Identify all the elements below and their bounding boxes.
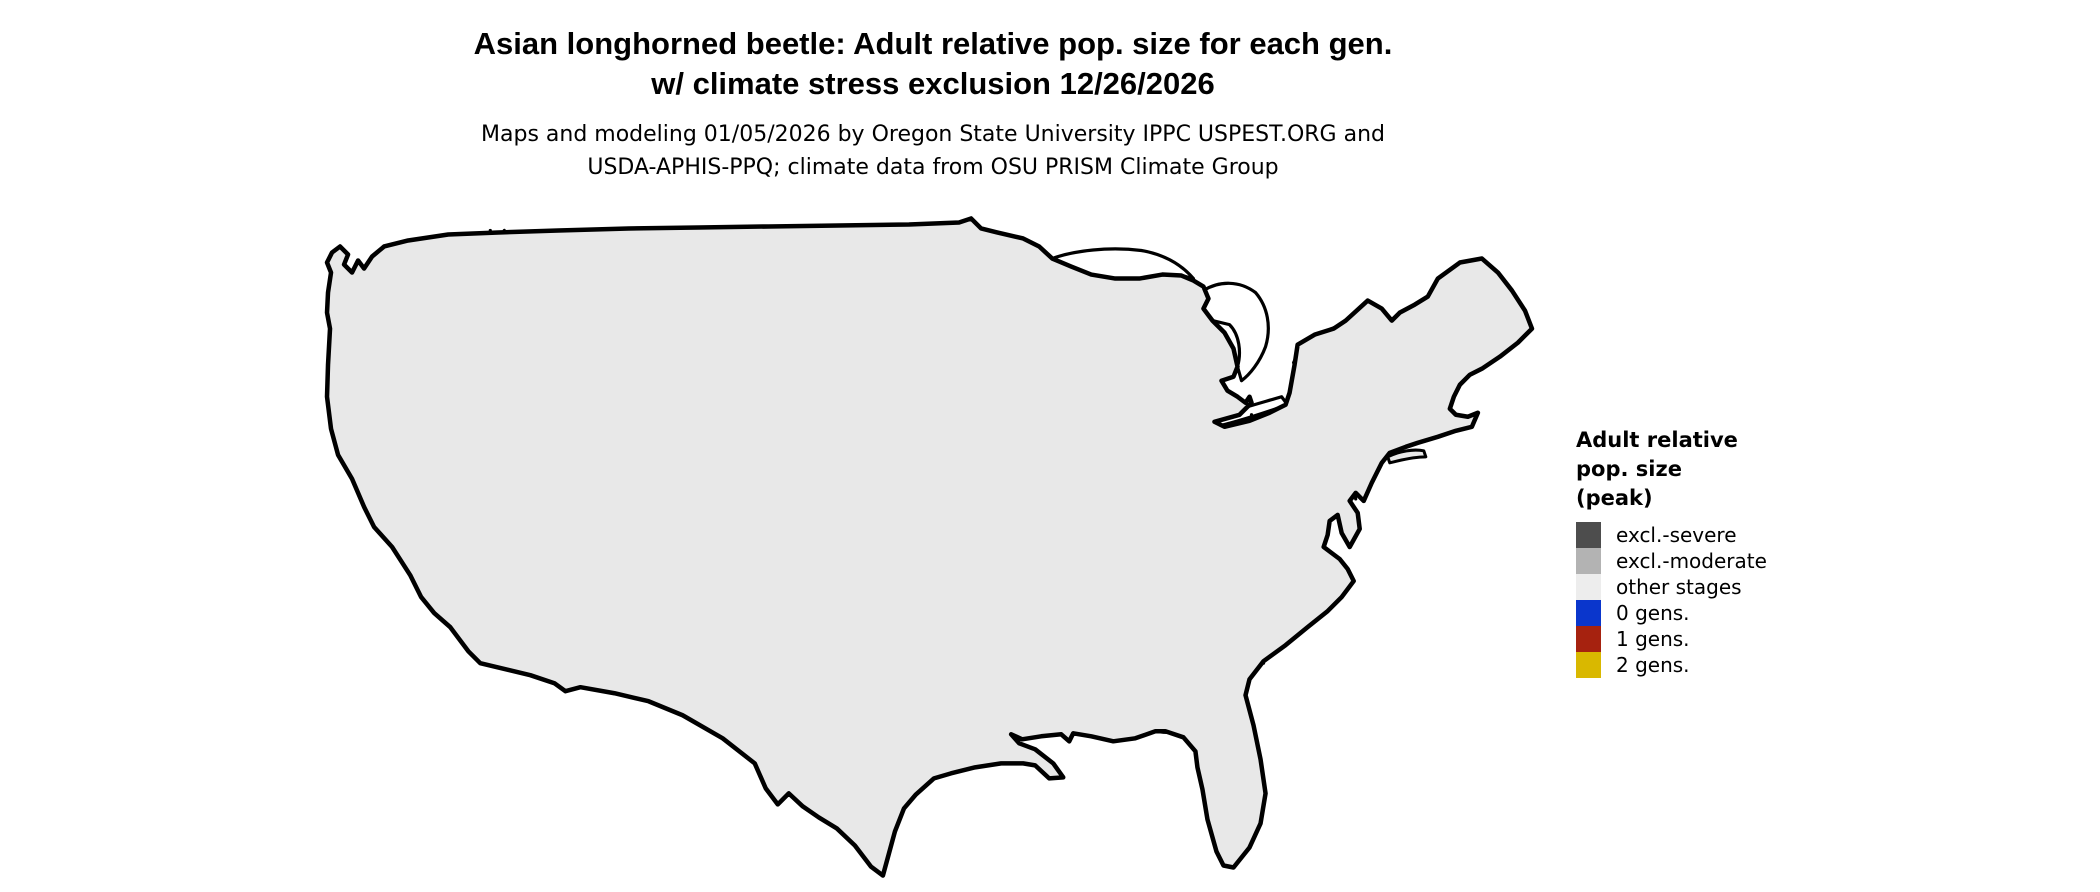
title-line-1: Asian longhorned beetle: Adult relative … xyxy=(473,26,1393,61)
legend-row-2-gens: 2 gens. xyxy=(1576,652,1896,678)
subtitle-line-2: USDA-APHIS-PPQ; climate data from OSU PR… xyxy=(587,155,1279,180)
legend-label: excl.-moderate xyxy=(1616,549,1767,573)
page-title: Asian longhorned beetle: Adult relative … xyxy=(0,24,1866,104)
legend-row-1-gens: 1 gens. xyxy=(1576,626,1896,652)
legend-row-excl-severe: excl.-severe xyxy=(1576,522,1896,548)
lake-huron xyxy=(1201,281,1270,383)
map-legend: Adult relative pop. size (peak) excl.-se… xyxy=(1576,426,1896,678)
legend-title-line-2: pop. size xyxy=(1576,457,1682,481)
legend-items: excl.-severe excl.-moderate other stages… xyxy=(1576,522,1896,678)
legend-swatch-1-gens xyxy=(1576,626,1601,652)
legend-swatch-excl-severe xyxy=(1576,522,1601,548)
map-svg xyxy=(318,216,1540,892)
legend-swatch-2-gens xyxy=(1576,652,1601,678)
conus-outline xyxy=(327,218,1532,875)
legend-label: other stages xyxy=(1616,575,1742,599)
legend-title: Adult relative pop. size (peak) xyxy=(1576,426,1896,513)
us-conus-map xyxy=(318,216,1540,892)
long-island xyxy=(1386,448,1428,465)
legend-label: 2 gens. xyxy=(1616,653,1690,677)
legend-label: excl.-severe xyxy=(1616,523,1737,547)
legend-row-excl-moderate: excl.-moderate xyxy=(1576,548,1896,574)
legend-swatch-0-gens xyxy=(1576,600,1601,626)
legend-title-line-3: (peak) xyxy=(1576,486,1653,510)
title-line-2: w/ climate stress exclusion 12/26/2026 xyxy=(651,66,1215,101)
legend-swatch-excl-moderate xyxy=(1576,548,1601,574)
header: Asian longhorned beetle: Adult relative … xyxy=(0,24,1866,184)
subtitle-line-1: Maps and modeling 01/05/2026 by Oregon S… xyxy=(481,122,1385,147)
attribution-subtitle: Maps and modeling 01/05/2026 by Oregon S… xyxy=(0,118,1866,184)
legend-label: 1 gens. xyxy=(1616,627,1690,651)
legend-row-0-gens: 0 gens. xyxy=(1576,600,1896,626)
legend-row-other-stages: other stages xyxy=(1576,574,1896,600)
legend-label: 0 gens. xyxy=(1616,601,1690,625)
legend-swatch-other-stages xyxy=(1576,574,1601,600)
legend-title-line-1: Adult relative xyxy=(1576,428,1738,452)
